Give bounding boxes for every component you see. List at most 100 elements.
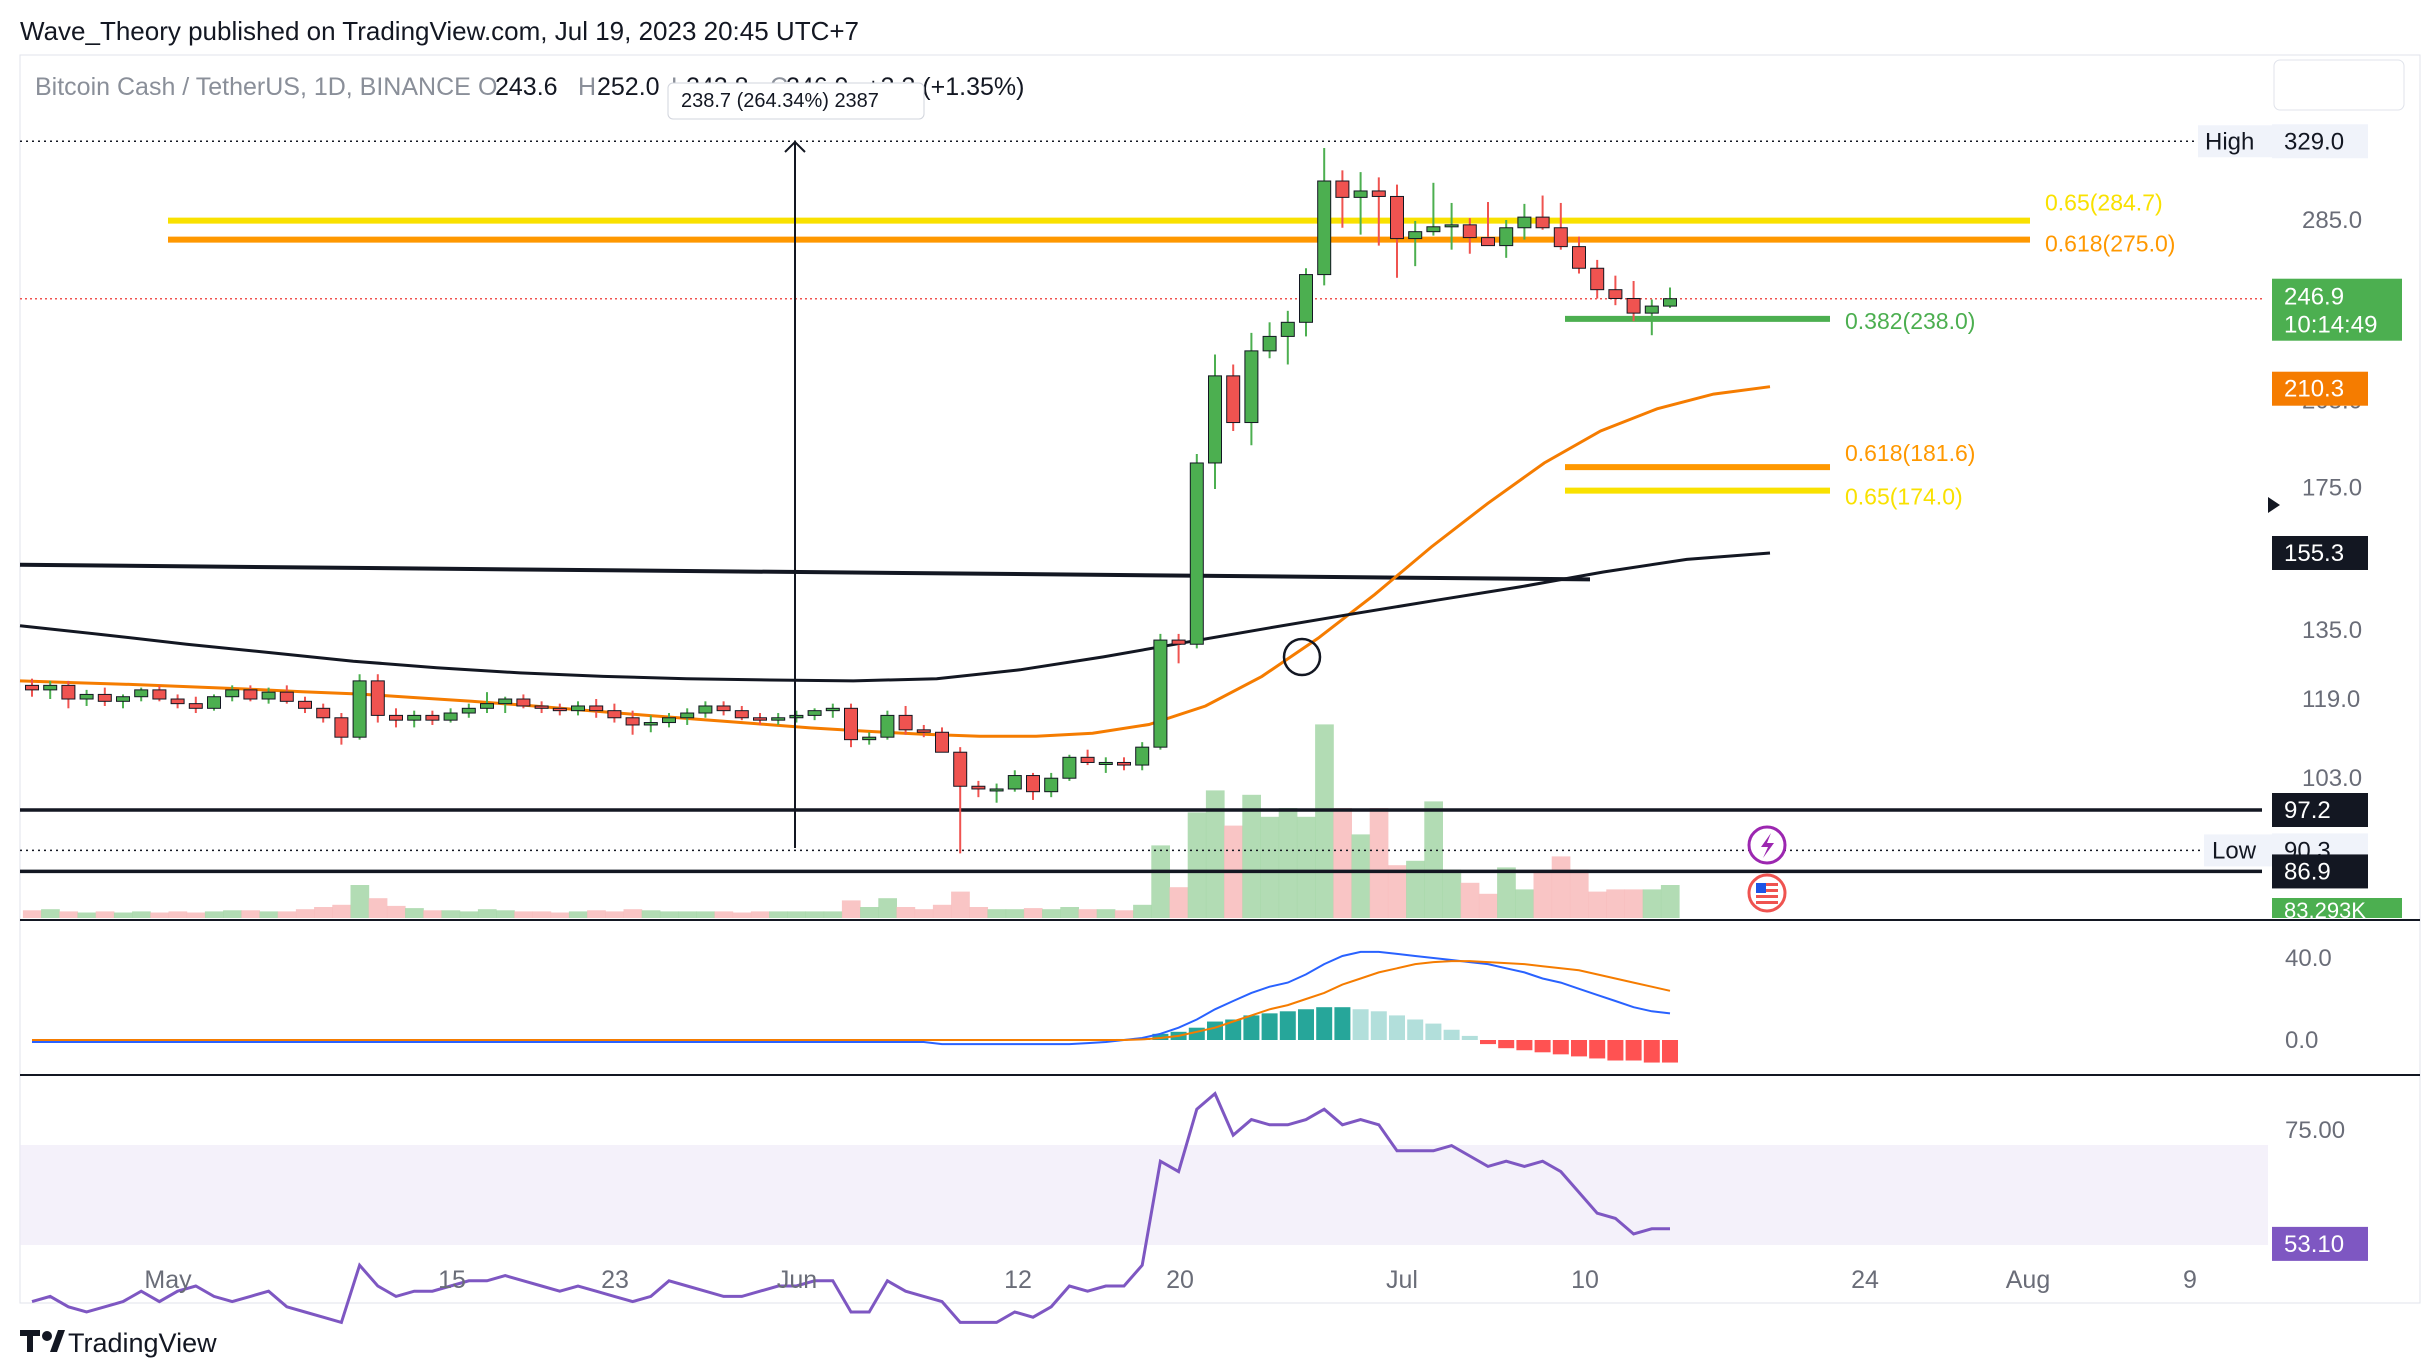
ema-line <box>19 385 1771 738</box>
candle-body <box>170 698 185 705</box>
volume-bar <box>641 910 661 918</box>
volume-bar <box>368 898 388 918</box>
volume-bar <box>459 911 479 918</box>
candle-body <box>407 714 422 721</box>
candle-body <box>825 707 840 712</box>
volume-bar <box>204 911 224 918</box>
macd-histogram-bar <box>1225 1019 1242 1040</box>
candle-body <box>971 785 986 790</box>
measure-tooltip-text: 238.7 (264.34%) 2387 <box>681 90 879 112</box>
macd-histogram-bar <box>1443 1029 1460 1040</box>
macd-histogram-bar <box>1261 1013 1278 1040</box>
candle-body <box>1335 180 1350 198</box>
candle-body <box>1626 297 1641 314</box>
candle-body <box>43 684 58 691</box>
candle-body <box>1517 216 1532 229</box>
macd-histogram-bar <box>1589 1040 1606 1059</box>
volume-bar <box>532 911 552 918</box>
candle-body <box>1226 375 1241 424</box>
candle-body <box>1317 180 1332 276</box>
high-value-tag: 329.0 <box>2284 128 2344 155</box>
volume-bar <box>1114 910 1134 918</box>
candles <box>25 147 1677 854</box>
time-axis: May 15 23 Jun 12 20 Jul 10 24 Aug 9 <box>144 1266 2197 1294</box>
volume-bar <box>1169 887 1189 918</box>
level-tag: 97.2 <box>2284 797 2331 824</box>
candle-body <box>97 693 112 702</box>
measure-tool[interactable] <box>784 140 806 848</box>
macd-histogram-bar <box>1243 1015 1260 1040</box>
candle-body <box>1098 761 1113 765</box>
macd-histogram-bar <box>1370 1011 1387 1040</box>
candle-body <box>1262 335 1277 352</box>
candle-body <box>461 707 476 714</box>
volume-bar <box>223 910 242 918</box>
last-price-box <box>2272 278 2402 341</box>
trendline[interactable] <box>19 562 1591 582</box>
candle-body <box>1080 756 1095 763</box>
macd-histogram-bar <box>1461 1035 1478 1040</box>
lightning-icon[interactable] <box>1747 825 1787 865</box>
macd-histogram-bar <box>1480 1040 1496 1045</box>
high-value-tag-box <box>2272 124 2368 159</box>
candle-body <box>1462 224 1477 239</box>
candle-body <box>1608 289 1623 299</box>
volume-bar <box>1151 845 1170 918</box>
chart-frame <box>19 54 2421 1304</box>
tradingview-logo[interactable]: TradingView <box>20 1328 217 1358</box>
volume-bar <box>1351 834 1371 918</box>
candle-body <box>552 707 567 712</box>
volume-bar <box>22 910 42 918</box>
macd-histogram-bar <box>1389 1015 1405 1040</box>
volume-bar <box>678 911 697 918</box>
volume-bar <box>1133 904 1152 918</box>
us-flag-icon[interactable] <box>1747 873 1787 913</box>
volume-bar <box>150 912 169 918</box>
candle-body <box>261 691 276 700</box>
candle-body <box>1572 246 1586 269</box>
candle-body <box>1299 274 1313 323</box>
volume-bar <box>241 910 260 918</box>
high-key: H <box>578 73 596 101</box>
candle-body <box>243 689 258 700</box>
price-tick: 103.0 <box>2302 765 2362 792</box>
candle-body <box>1062 756 1077 779</box>
candle-body <box>862 736 877 741</box>
high-tag-box <box>2198 125 2272 158</box>
volume-bar <box>769 911 788 918</box>
price-tick: 119.0 <box>2302 686 2360 713</box>
volume-bar <box>841 900 861 918</box>
candle-body <box>607 710 622 719</box>
measure-arrowhead <box>784 140 806 153</box>
axis-arrow-icon[interactable] <box>2268 497 2280 513</box>
macd-histogram-bar <box>1425 1023 1442 1040</box>
candle-body <box>443 712 458 721</box>
open-key: O <box>478 73 497 101</box>
macd-histogram-bar <box>1498 1040 1515 1049</box>
volume-bar <box>1442 869 1462 918</box>
candle-body <box>480 703 494 709</box>
level-tag: 86.9 <box>2284 858 2331 885</box>
volume-tag-box <box>2272 898 2402 918</box>
ma-value-tag-box <box>2272 535 2368 570</box>
candle-body <box>389 714 403 721</box>
volume-bar <box>1606 889 1625 918</box>
candle-body <box>1535 216 1550 229</box>
candle-body <box>534 705 549 709</box>
fib-label: 0.65(284.7) <box>2045 190 2163 216</box>
scale-input[interactable] <box>2273 59 2405 111</box>
candle-body <box>1280 321 1295 337</box>
candle-body <box>680 712 695 719</box>
macd-histogram-bar <box>1643 1040 1660 1063</box>
volume-bar <box>605 911 624 918</box>
volume-bar <box>1260 816 1280 918</box>
time-tick: 23 <box>601 1266 629 1294</box>
candle-body <box>1408 231 1423 240</box>
volume-bar <box>259 911 279 918</box>
level-tag-box <box>2272 854 2368 889</box>
candle-body <box>753 717 767 721</box>
candle-body <box>334 717 349 738</box>
fib-label: 0.618(275.0) <box>2045 231 2175 257</box>
last-price-tag: 246.9 <box>2284 284 2344 311</box>
volume-bar <box>1624 889 1644 918</box>
